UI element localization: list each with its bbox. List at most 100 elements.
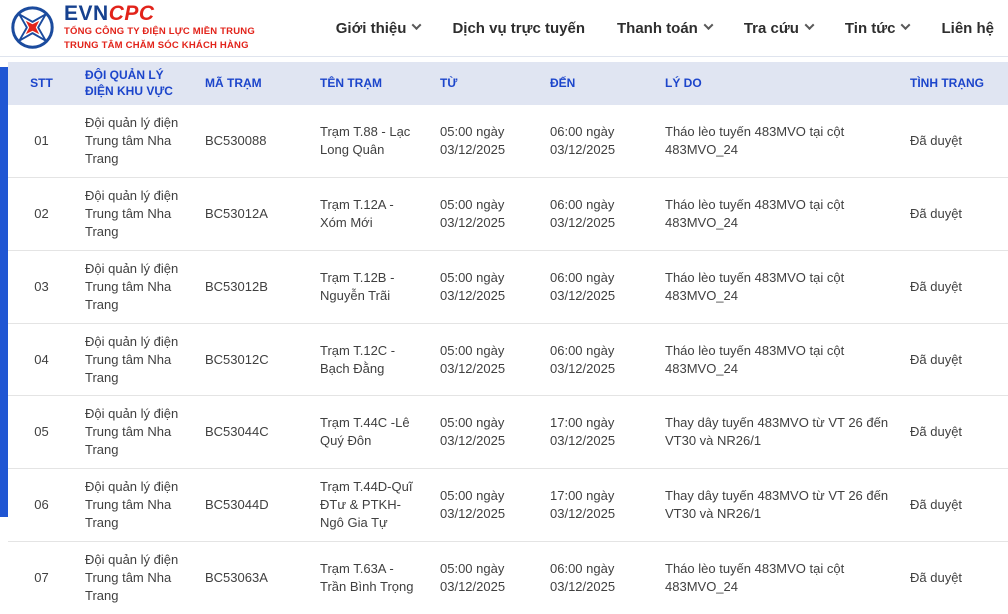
column-header: ĐẾN bbox=[540, 62, 655, 106]
table-cell: BC53012A bbox=[195, 177, 310, 251]
table-cell: 05:00 ngày 03/12/2025 bbox=[430, 177, 540, 251]
column-header: LÝ DO bbox=[655, 62, 900, 106]
table-cell: Đã duyệt bbox=[900, 395, 1008, 470]
brand-evn: EVN bbox=[64, 2, 109, 26]
table-cell: 06:00 ngày 03/12/2025 bbox=[540, 105, 655, 179]
table-cell: Đã duyệt bbox=[900, 105, 1008, 179]
table-row: 07 Đội quản lý điện Trung tâm Nha Trang BC… bbox=[8, 541, 1008, 614]
table-cell: 05:00 ngày 03/12/2025 bbox=[430, 250, 540, 324]
table-cell: Trạm T.12A -Xóm Mới bbox=[310, 177, 430, 251]
table-cell: 04 bbox=[8, 323, 75, 397]
company-line-1: TỔNG CÔNG TY ĐIỆN LỰC MIỀN TRUNG bbox=[64, 26, 255, 38]
table-row: 03 Đội quản lý điện Trung tâm Nha Trang BC… bbox=[8, 250, 1008, 324]
table-cell: Đã duyệt bbox=[900, 250, 1008, 324]
table-cell: Đội quản lý điện Trung tâm Nha Trang bbox=[75, 468, 195, 543]
nav-item-label: Dịch vụ trực tuyến bbox=[452, 19, 585, 37]
table-cell: Đội quản lý điện Trung tâm Nha Trang bbox=[75, 250, 195, 324]
table-cell: Trạm T.88 - Lạc Long Quân bbox=[310, 105, 430, 179]
nav-item-label: Tra cứu bbox=[743, 19, 799, 37]
column-header: ĐỘI QUẢN LÝ ĐIỆN KHU VỰC bbox=[75, 62, 195, 106]
table-cell: 06:00 ngày 03/12/2025 bbox=[540, 250, 655, 324]
table-cell: 02 bbox=[8, 177, 75, 251]
nav-item-label: Tin tức bbox=[844, 19, 896, 37]
nav-item-label: Giới thiệu bbox=[335, 19, 407, 37]
table-cell: 05:00 ngày 03/12/2025 bbox=[430, 468, 540, 543]
table-cell: Tháo lèo tuyến 483MVO tại cột 483MVO_24 bbox=[655, 105, 900, 179]
table-cell: 03 bbox=[8, 250, 75, 324]
table-cell: Trạm T.12B - Nguyễn Trãi bbox=[310, 250, 430, 324]
column-header: TÌNH TRẠNG bbox=[900, 62, 1008, 106]
nav-item-4[interactable]: Tra cứu bbox=[743, 19, 815, 37]
table-row: 06 Đội quản lý điện Trung tâm Nha Trang BC… bbox=[8, 468, 1008, 543]
table-cell: 06 bbox=[8, 468, 75, 543]
table-cell: Trạm T.44C -Lê Quý Đôn bbox=[310, 395, 430, 470]
table-cell: Đội quản lý điện Trung tâm Nha Trang bbox=[75, 395, 195, 470]
column-header: MÃ TRẠM bbox=[195, 62, 310, 106]
table-accent-bar bbox=[0, 67, 8, 517]
table-cell: 05:00 ngày 03/12/2025 bbox=[430, 395, 540, 470]
table-cell: 17:00 ngày 03/12/2025 bbox=[540, 468, 655, 543]
table-cell: 06:00 ngày 03/12/2025 bbox=[540, 177, 655, 251]
table-cell: 06:00 ngày 03/12/2025 bbox=[540, 541, 655, 614]
table-header-row: STT ĐỘI QUẢN LÝ ĐIỆN KHU VỰC MÃ TRẠM TÊN TR… bbox=[8, 62, 1008, 106]
table-cell: BC53063A bbox=[195, 541, 310, 614]
brand-cpc: CPC bbox=[108, 2, 155, 26]
table-cell: Tháo lèo tuyến 483MVO tại cột 483MVO_24 bbox=[655, 250, 900, 324]
nav-item-5[interactable]: Tin tức bbox=[844, 19, 911, 37]
table-cell: 07 bbox=[8, 541, 75, 614]
brand-text: EVNCPC TỔNG CÔNG TY ĐIỆN LỰC MIỀN TRUNG … bbox=[64, 3, 255, 53]
outage-table-section: STT ĐỘI QUẢN LÝ ĐIỆN KHU VỰC MÃ TRẠM TÊN TR… bbox=[0, 62, 1008, 614]
column-header: STT bbox=[8, 62, 75, 106]
nav-item-label: Liên hệ bbox=[941, 19, 994, 37]
chevron-down-icon bbox=[411, 20, 422, 31]
table-cell: Trạm T.63A - Trần Bình Trọng bbox=[310, 541, 430, 614]
table-cell: Trạm T.44D-Quĩ ĐTư & PTKH-Ngô Gia Tự bbox=[310, 468, 430, 543]
table-cell: Đội quản lý điện Trung tâm Nha Trang bbox=[75, 105, 195, 179]
nav-item-label: Thanh toán bbox=[617, 19, 698, 37]
table-cell: Thay dây tuyến 483MVO từ VT 26 đến VT30 … bbox=[655, 395, 900, 470]
table-cell: BC53012B bbox=[195, 250, 310, 324]
table-row: 01 Đội quản lý điện Trung tâm Nha Trang BC… bbox=[8, 105, 1008, 179]
nav-item-3[interactable]: Thanh toán bbox=[617, 19, 714, 37]
site-header: EVNCPC TỔNG CÔNG TY ĐIỆN LỰC MIỀN TRUNG … bbox=[0, 0, 1008, 57]
table-cell: Đã duyệt bbox=[900, 177, 1008, 251]
table-cell: 05:00 ngày 03/12/2025 bbox=[430, 323, 540, 397]
chevron-down-icon bbox=[901, 20, 911, 31]
table-row: 04 Đội quản lý điện Trung tâm Nha Trang BC… bbox=[8, 323, 1008, 397]
table-cell: Đã duyệt bbox=[900, 541, 1008, 614]
main-nav: Giới thiệu Dịch vụ trực tuyến Thanh toán Tr… bbox=[336, 20, 998, 37]
chevron-down-icon bbox=[804, 20, 815, 31]
table-cell: Tháo lèo tuyến 483MVO tại cột 483MVO_24 bbox=[655, 541, 900, 614]
table-cell: BC530088 bbox=[195, 105, 310, 179]
table-cell: 05:00 ngày 03/12/2025 bbox=[430, 105, 540, 179]
table-cell: 06:00 ngày 03/12/2025 bbox=[540, 323, 655, 397]
brand[interactable]: EVNCPC TỔNG CÔNG TY ĐIỆN LỰC MIỀN TRUNG … bbox=[10, 3, 255, 53]
table-cell: Tháo lèo tuyến 483MVO tại cột 483MVO_24 bbox=[655, 177, 900, 251]
table-cell: 17:00 ngày 03/12/2025 bbox=[540, 395, 655, 470]
table-row: 02 Đội quản lý điện Trung tâm Nha Trang BC… bbox=[8, 177, 1008, 251]
table-cell: Đội quản lý điện Trung tâm Nha Trang bbox=[75, 177, 195, 251]
table-cell: Trạm T.12C - Bạch Đằng bbox=[310, 323, 430, 397]
table-cell: Đội quản lý điện Trung tâm Nha Trang bbox=[75, 323, 195, 397]
chevron-down-icon bbox=[703, 20, 714, 31]
table-cell: 05:00 ngày 03/12/2025 bbox=[430, 541, 540, 614]
table-cell: Thay dây tuyến 483MVO từ VT 26 đến VT30 … bbox=[655, 468, 900, 543]
company-line-2: TRUNG TÂM CHĂM SÓC KHÁCH HÀNG bbox=[64, 40, 249, 52]
table-cell: Tháo lèo tuyến 483MVO tại cột 483MVO_24 bbox=[655, 323, 900, 397]
nav-item-6[interactable]: Liên hệ bbox=[941, 20, 994, 37]
nav-item-2[interactable]: Dịch vụ trực tuyến bbox=[452, 20, 585, 37]
table-cell: Đã duyệt bbox=[900, 468, 1008, 543]
table-cell: Đã duyệt bbox=[900, 323, 1008, 397]
column-header: TÊN TRẠM bbox=[310, 62, 430, 106]
nav-item-1[interactable]: Giới thiệu bbox=[335, 19, 422, 37]
table-cell: Đội quản lý điện Trung tâm Nha Trang bbox=[75, 541, 195, 614]
table-row: 05 Đội quản lý điện Trung tâm Nha Trang BC… bbox=[8, 395, 1008, 470]
column-header: TỪ bbox=[430, 62, 540, 106]
table-cell: 01 bbox=[8, 105, 75, 179]
table-cell: BC53012C bbox=[195, 323, 310, 397]
table-cell: BC53044C bbox=[195, 395, 310, 470]
outage-table: STT ĐỘI QUẢN LÝ ĐIỆN KHU VỰC MÃ TRẠM TÊN TR… bbox=[8, 62, 1008, 614]
evn-logo-icon bbox=[11, 6, 54, 50]
table-cell: BC53044D bbox=[195, 468, 310, 543]
table-cell: 05 bbox=[8, 395, 75, 470]
